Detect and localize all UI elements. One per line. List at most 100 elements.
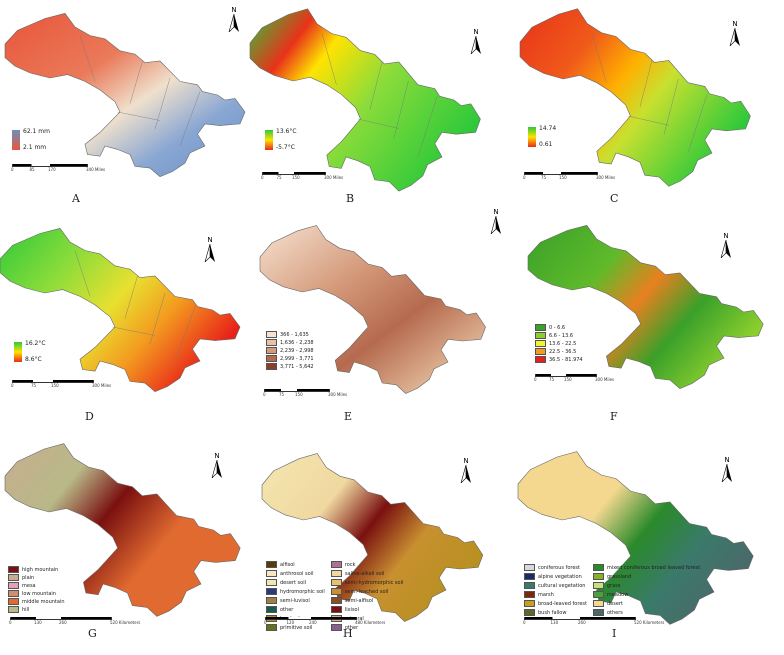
legend-item: hydromorphic soil [266, 588, 325, 595]
map-region-b [249, 8, 481, 192]
north-letter: N [231, 6, 237, 14]
legend-item: anthrosol soil [266, 570, 325, 577]
map-region-f [527, 225, 764, 389]
legend-item: middle mountain [8, 598, 65, 605]
scale-tick-label: 0 [9, 620, 12, 625]
county-boundary [417, 96, 438, 158]
legend-swatch [592, 609, 604, 616]
legend-item: high mountain [8, 566, 65, 573]
scale-tick-label: 260 [578, 620, 586, 625]
legend-item: plain [8, 574, 65, 581]
legend-low-label: 2.1 mm [23, 144, 47, 151]
scale-tick-label: 520 Kilometers [110, 620, 141, 625]
legend-swatch [524, 573, 535, 580]
panel-label-a: A [72, 192, 80, 205]
county-boundary [79, 35, 96, 82]
legend-item: mesa [8, 582, 65, 589]
legend-label: primitive soil [280, 624, 313, 631]
panel-label-g: G [88, 627, 97, 640]
north-arrow-shape [228, 13, 239, 34]
north-arrow-icon: N [489, 208, 503, 236]
scale-tick-label: 0 [534, 377, 537, 382]
legend-item: 3,771 - 5,642 [266, 363, 314, 370]
legend: alfisol rock anthrosol soil saline-alkali s… [266, 560, 403, 632]
legend-swatch [535, 340, 546, 347]
county-boundary [321, 33, 337, 85]
map-region-c [519, 8, 751, 187]
legend-item: other [266, 606, 325, 613]
legend-label: other [344, 624, 359, 631]
legend-label: 366 - 1,635 [280, 331, 309, 338]
legend-swatch [524, 600, 535, 607]
north-letter: N [493, 208, 499, 216]
legend-item: 0 - 6.6 [535, 324, 583, 331]
north-arrow-icon: N [728, 20, 742, 48]
north-arrow-shape [204, 243, 215, 264]
legend-high-label: 14.74 [539, 125, 557, 132]
legend-item: semi-luvisol [266, 597, 325, 604]
legend-item: other [330, 624, 404, 631]
legend-swatch [535, 332, 546, 339]
panel-label-f: F [610, 410, 618, 423]
legend-swatch [330, 624, 342, 631]
legend-item: meadow [592, 591, 700, 598]
legend-swatch [330, 570, 342, 577]
legend-gradient [528, 127, 536, 147]
county-boundary [129, 60, 143, 104]
north-letter: N [723, 232, 729, 240]
scale-tick-label: 240 [309, 620, 317, 625]
legend-swatch [8, 574, 19, 581]
county-boundary [663, 78, 679, 135]
legend-label: others [606, 609, 623, 616]
legend-low-label: 8.6°C [25, 356, 42, 363]
scale-tick-label: 170 [48, 167, 56, 172]
north-arrow-shape [211, 459, 222, 480]
legend-item: desert [592, 600, 700, 607]
legend-swatch [266, 570, 277, 577]
legend-label: marsh [538, 591, 554, 598]
legend-label: broad-leaved forest [538, 600, 587, 607]
north-arrow-shape [460, 464, 471, 485]
county-boundary [174, 306, 196, 362]
north-letter: N [732, 20, 738, 28]
scale-bar: 0 75 150 300 Miles [263, 389, 347, 397]
legend-item: hill [8, 606, 65, 613]
county-boundary [393, 80, 409, 139]
legend-item: rock [330, 561, 404, 568]
legend-item: 1,636 - 2,238 [266, 339, 314, 346]
north-arrow-icon: N [210, 452, 224, 480]
scale-tick-label: 300 Miles [328, 392, 348, 397]
legend-swatch [266, 347, 277, 354]
legend-swatch [266, 339, 277, 346]
legend-swatch [266, 331, 277, 338]
legend-label: middle mountain [22, 598, 65, 605]
legend-label: alfisol [280, 561, 295, 568]
legend-item: alpine vegetation [524, 573, 587, 580]
map-region-d [0, 228, 241, 392]
legend-label: 2,999 - 3,771 [280, 355, 314, 362]
scale-tick-label: 150 [51, 383, 59, 388]
scale-bar: 0 120 240 480 Kilometers [264, 617, 385, 625]
legend-swatch [8, 566, 19, 573]
legend-item: mixed coniferous broad leaved forest [592, 564, 700, 571]
legend-swatch [535, 324, 546, 331]
scale-tick-label: 75 [31, 383, 37, 388]
scale-tick-label: 75 [541, 175, 547, 180]
legend-label: rock [344, 561, 356, 568]
legend-label: grassland [606, 573, 632, 580]
county-boundary [179, 91, 201, 147]
north-arrow-shape [729, 27, 740, 48]
scale-bar-graphic [264, 389, 330, 392]
legend-label: 3,771 - 5,642 [280, 363, 314, 370]
legend-item: 13.6 - 22.5 [535, 340, 583, 347]
legend-label: lixisol [344, 606, 359, 613]
scale-tick-label: 0 [11, 383, 14, 388]
legend-label: anthrosol soil [280, 570, 314, 577]
legend-label: cultural vegetation [538, 582, 586, 589]
panel-label-e: E [344, 410, 353, 423]
north-letter: N [724, 456, 730, 464]
legend-swatch [592, 564, 604, 571]
map-region-e [259, 225, 486, 394]
scale-tick-label: 300 Miles [596, 175, 616, 180]
north-arrow-icon: N [469, 28, 483, 56]
